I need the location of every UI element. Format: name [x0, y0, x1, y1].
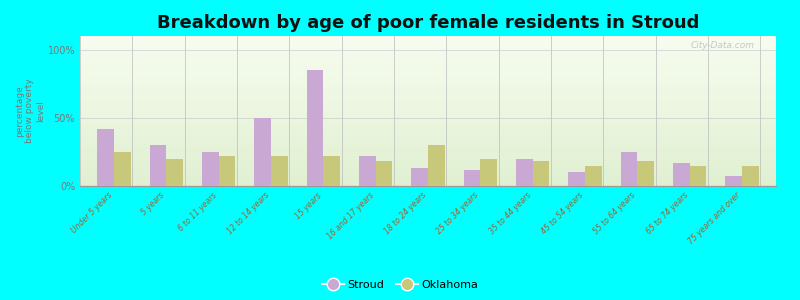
Bar — [114, 152, 130, 186]
Bar — [516, 159, 533, 186]
Bar — [150, 145, 166, 186]
Bar — [726, 176, 742, 186]
Bar — [202, 152, 218, 186]
Bar — [638, 161, 654, 186]
Bar — [271, 156, 288, 186]
Bar — [568, 172, 585, 186]
Bar — [166, 159, 183, 186]
Bar — [742, 166, 758, 186]
Bar — [621, 152, 638, 186]
Bar — [376, 161, 393, 186]
Bar — [218, 156, 235, 186]
Bar — [673, 163, 690, 186]
Title: Breakdown by age of poor female residents in Stroud: Breakdown by age of poor female resident… — [157, 14, 699, 32]
Legend: Stroud, Oklahoma: Stroud, Oklahoma — [318, 276, 482, 294]
Y-axis label: percentage
below poverty
level: percentage below poverty level — [15, 79, 45, 143]
Bar — [359, 156, 376, 186]
Bar — [463, 169, 480, 186]
Bar — [411, 168, 428, 186]
Bar — [428, 145, 445, 186]
Text: City-Data.com: City-Data.com — [691, 40, 755, 50]
Bar — [585, 166, 602, 186]
Bar — [306, 70, 323, 186]
Bar — [533, 161, 550, 186]
Bar — [323, 156, 340, 186]
Bar — [98, 129, 114, 186]
Bar — [690, 166, 706, 186]
Bar — [254, 118, 271, 186]
Bar — [480, 159, 497, 186]
